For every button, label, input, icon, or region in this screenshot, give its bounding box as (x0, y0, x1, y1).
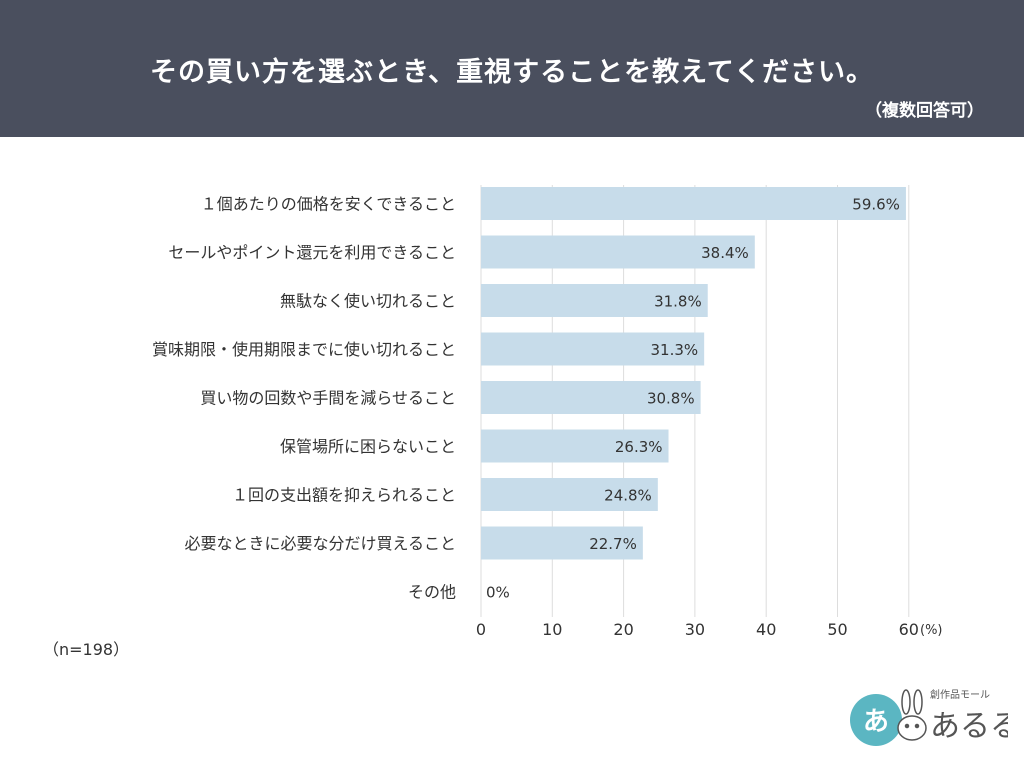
category-label: 保管場所に困らないこと (280, 437, 456, 456)
logo-circle (850, 694, 902, 746)
header-banner: その買い方を選ぶとき、重視することを教えてください。 （複数回答可） (0, 0, 1024, 137)
x-tick-label: 40 (756, 620, 776, 637)
category-label: セールやポイント還元を利用できること (168, 243, 456, 262)
bar-value-label: 26.3% (615, 438, 663, 456)
bar-value-label: 38.4% (701, 244, 749, 262)
x-tick-label: 50 (827, 620, 847, 637)
bar-value-label: 30.8% (647, 390, 695, 408)
bar (481, 235, 755, 269)
category-label: 買い物の回数や手間を減らせること (200, 389, 456, 408)
bar (481, 381, 701, 414)
category-label: １個あたりの価格を安くできること (201, 195, 456, 214)
bar-value-label: 31.3% (651, 341, 699, 359)
brand-logo: あ 創作品モール あるる (850, 689, 1008, 746)
axis-unit-label: (%) (920, 623, 943, 637)
category-label: その他 (408, 583, 456, 602)
bar-value-label: 0% (486, 584, 510, 602)
x-tick-label: 20 (613, 620, 633, 637)
rabbit-icon (897, 689, 927, 741)
x-tick-label: 30 (685, 620, 705, 637)
bar-value-label: 22.7% (589, 535, 637, 553)
page-subtitle: （複数回答可） (865, 101, 984, 121)
category-labels: １個あたりの価格を安くできることセールやポイント還元を利用できること無駄なく使い… (152, 195, 456, 602)
x-tick-label: 10 (542, 620, 562, 637)
logo-circle-text: あ (863, 707, 889, 737)
logo-brand-large: あるる (930, 709, 1008, 744)
bar-value-label: 31.8% (654, 293, 702, 311)
bar-chart: 59.6% 38.4% 31.8% 31.3% 30.8% 26.3% 24.8% 22.7%… (152, 185, 943, 637)
category-label: 無駄なく使い切れること (280, 292, 456, 311)
bar (481, 332, 705, 366)
category-label: １回の支出額を抑えられること (232, 486, 456, 505)
page-title: その買い方を選ぶとき、重視することを教えてください。 (150, 57, 874, 88)
bar (481, 526, 643, 560)
x-tick-label: 0 (476, 620, 486, 637)
bar (481, 429, 669, 463)
category-label: 必要なときに必要な分だけ買えること (184, 534, 456, 553)
bar (481, 187, 906, 220)
bar-value-label: 24.8% (604, 487, 652, 505)
logo-brand-small: 創作品モール (930, 689, 990, 701)
sample-size-note: （n=198） (43, 640, 130, 659)
axis-ticks: 0 10 20 30 40 50 60 (476, 620, 919, 637)
bar-value-label: 59.6% (852, 196, 900, 214)
bar (481, 284, 708, 317)
category-label: 賞味期限・使用期限までに使い切れること (152, 340, 456, 359)
bars: 59.6% 38.4% 31.8% 31.3% 30.8% 26.3% 24.8% 22.7%… (481, 187, 906, 602)
x-tick-label: 60 (899, 620, 919, 637)
bar (481, 478, 658, 511)
